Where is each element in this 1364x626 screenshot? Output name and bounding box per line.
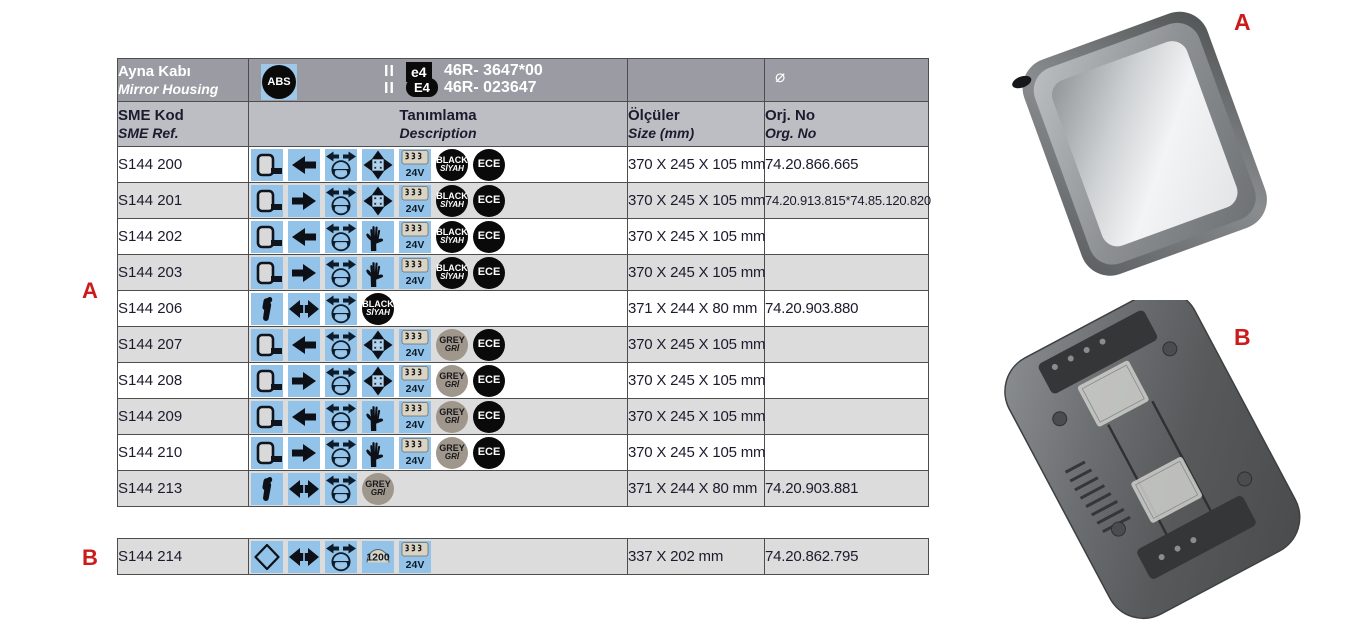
svg-text:A: A <box>1234 9 1251 35</box>
svg-text:B: B <box>1234 324 1251 350</box>
